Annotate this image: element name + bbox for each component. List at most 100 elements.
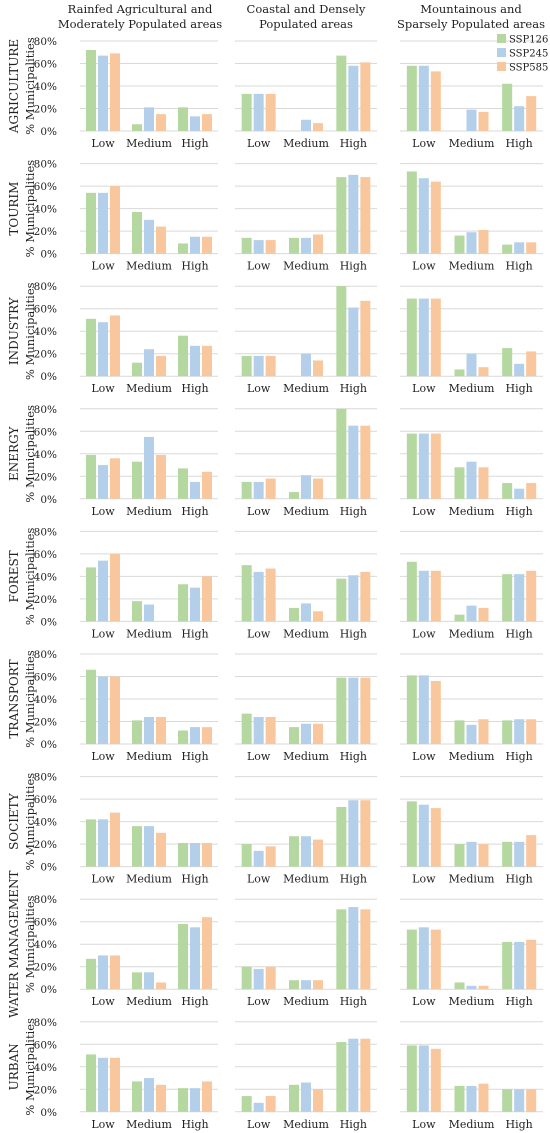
bar-r6-c2-high-ssp126 (336, 677, 347, 744)
bar-r7-c1-low-ssp585 (110, 812, 120, 867)
x-tick-label-r5-c2-medium: Medium (283, 627, 329, 640)
bar-r3-c2-high-ssp585 (360, 300, 371, 377)
sector-label-6: TRANSPORT (7, 659, 21, 738)
bar-r8-c1-high-ssp126 (178, 923, 188, 990)
bar-r6-c2-low-ssp585 (265, 717, 276, 744)
bar-r7-c1-low-ssp126 (86, 819, 96, 867)
bar-r5-c2-low-ssp126 (241, 565, 252, 622)
bar-r9-c2-low-ssp245 (253, 1102, 264, 1112)
bar-r7-c3-low-ssp126 (406, 801, 417, 867)
x-tick-label-r4-c3-low: Low (412, 505, 436, 518)
bar-r8-c2-high-ssp585 (360, 909, 371, 990)
bar-r4-c3-high-ssp585 (526, 483, 537, 499)
column-header-2-line-1: Coastal and Densely (247, 2, 366, 16)
y-tick-label-r9-c1-3: 60% (34, 1039, 57, 1051)
x-tick-label-r5-c2-high: High (340, 627, 367, 640)
bar-r3-c1-low-ssp585 (110, 315, 120, 377)
bar-r2-c1-medium-ssp126 (132, 211, 142, 254)
x-tick-label-r3-c3-medium: Medium (449, 382, 495, 395)
bar-r5-c2-high-ssp126 (336, 578, 347, 622)
bar-r8-c1-high-ssp245 (190, 927, 200, 990)
y-tick-label-r8-c1-1: 20% (34, 962, 57, 974)
bar-r5-c3-low-ssp245 (418, 570, 429, 622)
bar-r5-c1-medium-ssp126 (132, 601, 142, 622)
bar-r7-c3-high-ssp245 (514, 841, 525, 867)
bar-r2-c1-medium-ssp245 (144, 219, 154, 254)
bar-r7-c3-medium-ssp585 (478, 844, 489, 867)
bar-r5-c3-medium-ssp585 (478, 607, 489, 622)
bar-r4-c3-high-ssp245 (514, 488, 525, 499)
x-tick-label-r2-c3-low: Low (412, 260, 436, 273)
y-tick-label-r6-c1-0: 0% (40, 739, 57, 751)
bar-r3-c2-high-ssp126 (336, 286, 347, 377)
bar-r3-c1-high-ssp245 (190, 345, 200, 377)
bar-r6-c2-high-ssp585 (360, 677, 371, 744)
bar-r7-c2-high-ssp585 (360, 800, 371, 867)
bar-r8-c2-medium-ssp126 (289, 980, 299, 990)
bar-r9-c3-high-ssp245 (514, 1089, 525, 1112)
bar-r1-c3-high-ssp585 (526, 96, 537, 131)
bar-r7-c1-high-ssp585 (202, 842, 212, 867)
bar-r5-c3-high-ssp245 (514, 574, 525, 622)
y-tick-label-r1-c1-0: 0% (40, 126, 57, 138)
bar-r8-c3-high-ssp245 (514, 941, 525, 990)
bar-r8-c2-high-ssp245 (348, 907, 359, 990)
bar-r9-c1-medium-ssp126 (132, 1081, 142, 1112)
y-axis-title-2: % Municipalities (23, 160, 37, 258)
x-tick-label-r6-c1-high: High (181, 750, 208, 763)
bar-r1-c1-low-ssp126 (86, 50, 96, 131)
bar-r3-c1-medium-ssp245 (144, 349, 154, 377)
bar-r4-c1-high-ssp126 (178, 468, 188, 499)
x-tick-label-r4-c1-medium: Medium (126, 505, 172, 518)
bar-r8-c1-low-ssp245 (98, 955, 108, 990)
bar-r2-c1-medium-ssp585 (156, 226, 166, 254)
bar-r5-c3-medium-ssp245 (466, 605, 477, 622)
y-tick-label-r6-c1-1: 20% (34, 717, 57, 729)
bar-r8-c3-medium-ssp126 (454, 982, 465, 990)
x-tick-label-r9-c1-high: High (181, 1118, 208, 1131)
bar-r9-c2-high-ssp585 (360, 1038, 371, 1112)
x-tick-label-r8-c1-high: High (181, 995, 208, 1008)
x-tick-label-r7-c3-medium: Medium (449, 873, 495, 886)
x-tick-label-r1-c1-low: Low (91, 137, 115, 150)
x-tick-label-r9-c3-low: Low (412, 1118, 436, 1131)
y-axis-title-7: % Municipalities (23, 773, 37, 871)
bar-r1-c2-high-ssp126 (336, 55, 347, 131)
y-tick-label-r4-c1-3: 60% (34, 426, 57, 438)
x-tick-label-r9-c2-medium: Medium (283, 1118, 329, 1131)
legend-swatch-ssp126 (497, 34, 506, 43)
bar-r7-c2-low-ssp585 (265, 846, 276, 867)
bar-r4-c3-high-ssp126 (502, 483, 513, 499)
bar-r1-c1-high-ssp245 (190, 116, 200, 131)
y-tick-label-r4-c1-0: 0% (40, 494, 57, 506)
bar-r8-c1-high-ssp585 (202, 917, 212, 990)
bar-r7-c1-low-ssp245 (98, 819, 108, 867)
bar-r7-c2-medium-ssp245 (301, 836, 311, 867)
bar-r1-c2-low-ssp585 (265, 93, 276, 131)
bar-r3-c2-medium-ssp585 (313, 360, 323, 377)
y-tick-label-r5-c1-4: 80% (34, 526, 57, 538)
x-tick-label-r2-c1-high: High (181, 260, 208, 273)
sector-label-3: INDUSTRY (7, 296, 21, 365)
x-tick-label-r3-c1-low: Low (91, 382, 115, 395)
bar-r2-c3-low-ssp126 (406, 171, 417, 254)
bar-r9-c2-medium-ssp245 (301, 1082, 311, 1112)
bar-r2-c3-medium-ssp245 (466, 232, 477, 254)
y-tick-label-r1-c1-1: 20% (34, 104, 57, 116)
x-tick-label-r8-c1-medium: Medium (126, 995, 172, 1008)
bar-r8-c2-medium-ssp585 (313, 980, 323, 990)
x-tick-label-r8-c3-medium: Medium (449, 995, 495, 1008)
bar-r1-c3-high-ssp245 (514, 106, 525, 131)
bar-r8-c3-high-ssp585 (526, 939, 537, 990)
y-tick-label-r8-c1-4: 80% (34, 894, 57, 906)
bar-r5-c3-high-ssp585 (526, 570, 537, 622)
x-tick-label-r6-c2-low: Low (247, 750, 271, 763)
y-tick-label-r2-c1-2: 40% (34, 204, 57, 216)
bar-r7-c1-medium-ssp245 (144, 826, 154, 867)
y-axis-title-6: % Municipalities (23, 650, 37, 748)
bar-r5-c2-low-ssp585 (265, 568, 276, 622)
sector-label-1: AGRICULTURE (7, 39, 21, 134)
x-tick-label-r7-c1-low: Low (91, 873, 115, 886)
x-tick-label-r5-c3-high: High (506, 627, 533, 640)
y-tick-label-r5-c1-0: 0% (40, 616, 57, 628)
